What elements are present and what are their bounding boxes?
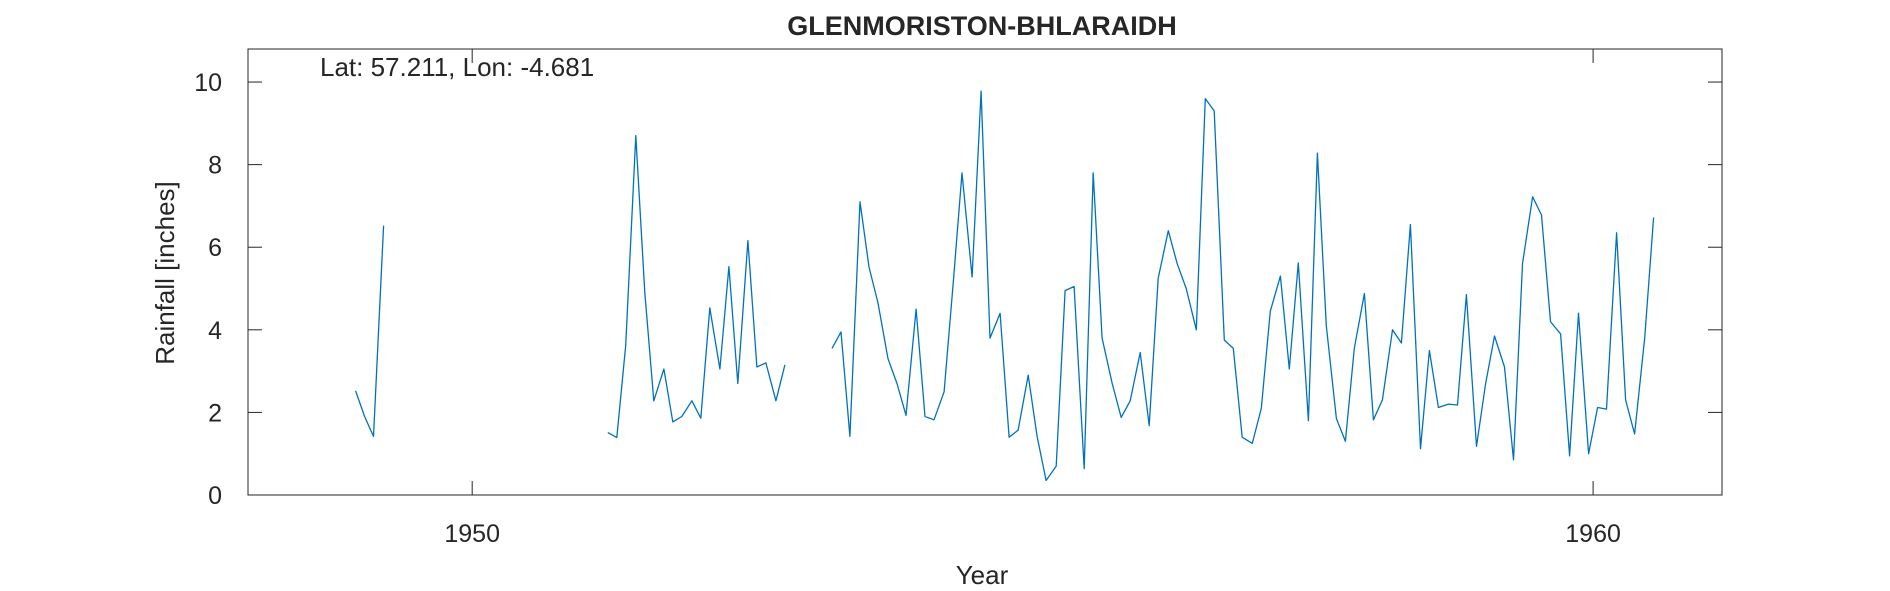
plot-frame [247,48,1723,496]
location-annotation: Lat: 57.211, Lon: -4.681 [320,52,594,82]
series-line-segment [607,135,786,439]
y-tick-label: 0 [208,482,222,510]
chart-title: GLENMORISTON-BHLARAIDH [787,11,1176,41]
y-axis: 0 2 4 6 8 10 [194,69,1722,510]
x-axis: 1950 1960 [444,49,1621,548]
x-tick-label: 1960 [1565,520,1621,548]
y-tick-label: 2 [208,399,222,427]
series-line-segment [354,225,385,438]
y-tick-label: 4 [208,317,222,345]
y-tick-label: 10 [194,69,222,97]
y-tick-label: 8 [208,152,222,180]
rainfall-series [354,90,1655,482]
y-tick-label: 6 [208,234,222,262]
x-axis-label: Year [956,560,1009,590]
y-axis-label: Rainfall [inches] [150,181,180,365]
series-line-segment [831,90,1655,482]
x-tick-label: 1950 [444,520,500,548]
